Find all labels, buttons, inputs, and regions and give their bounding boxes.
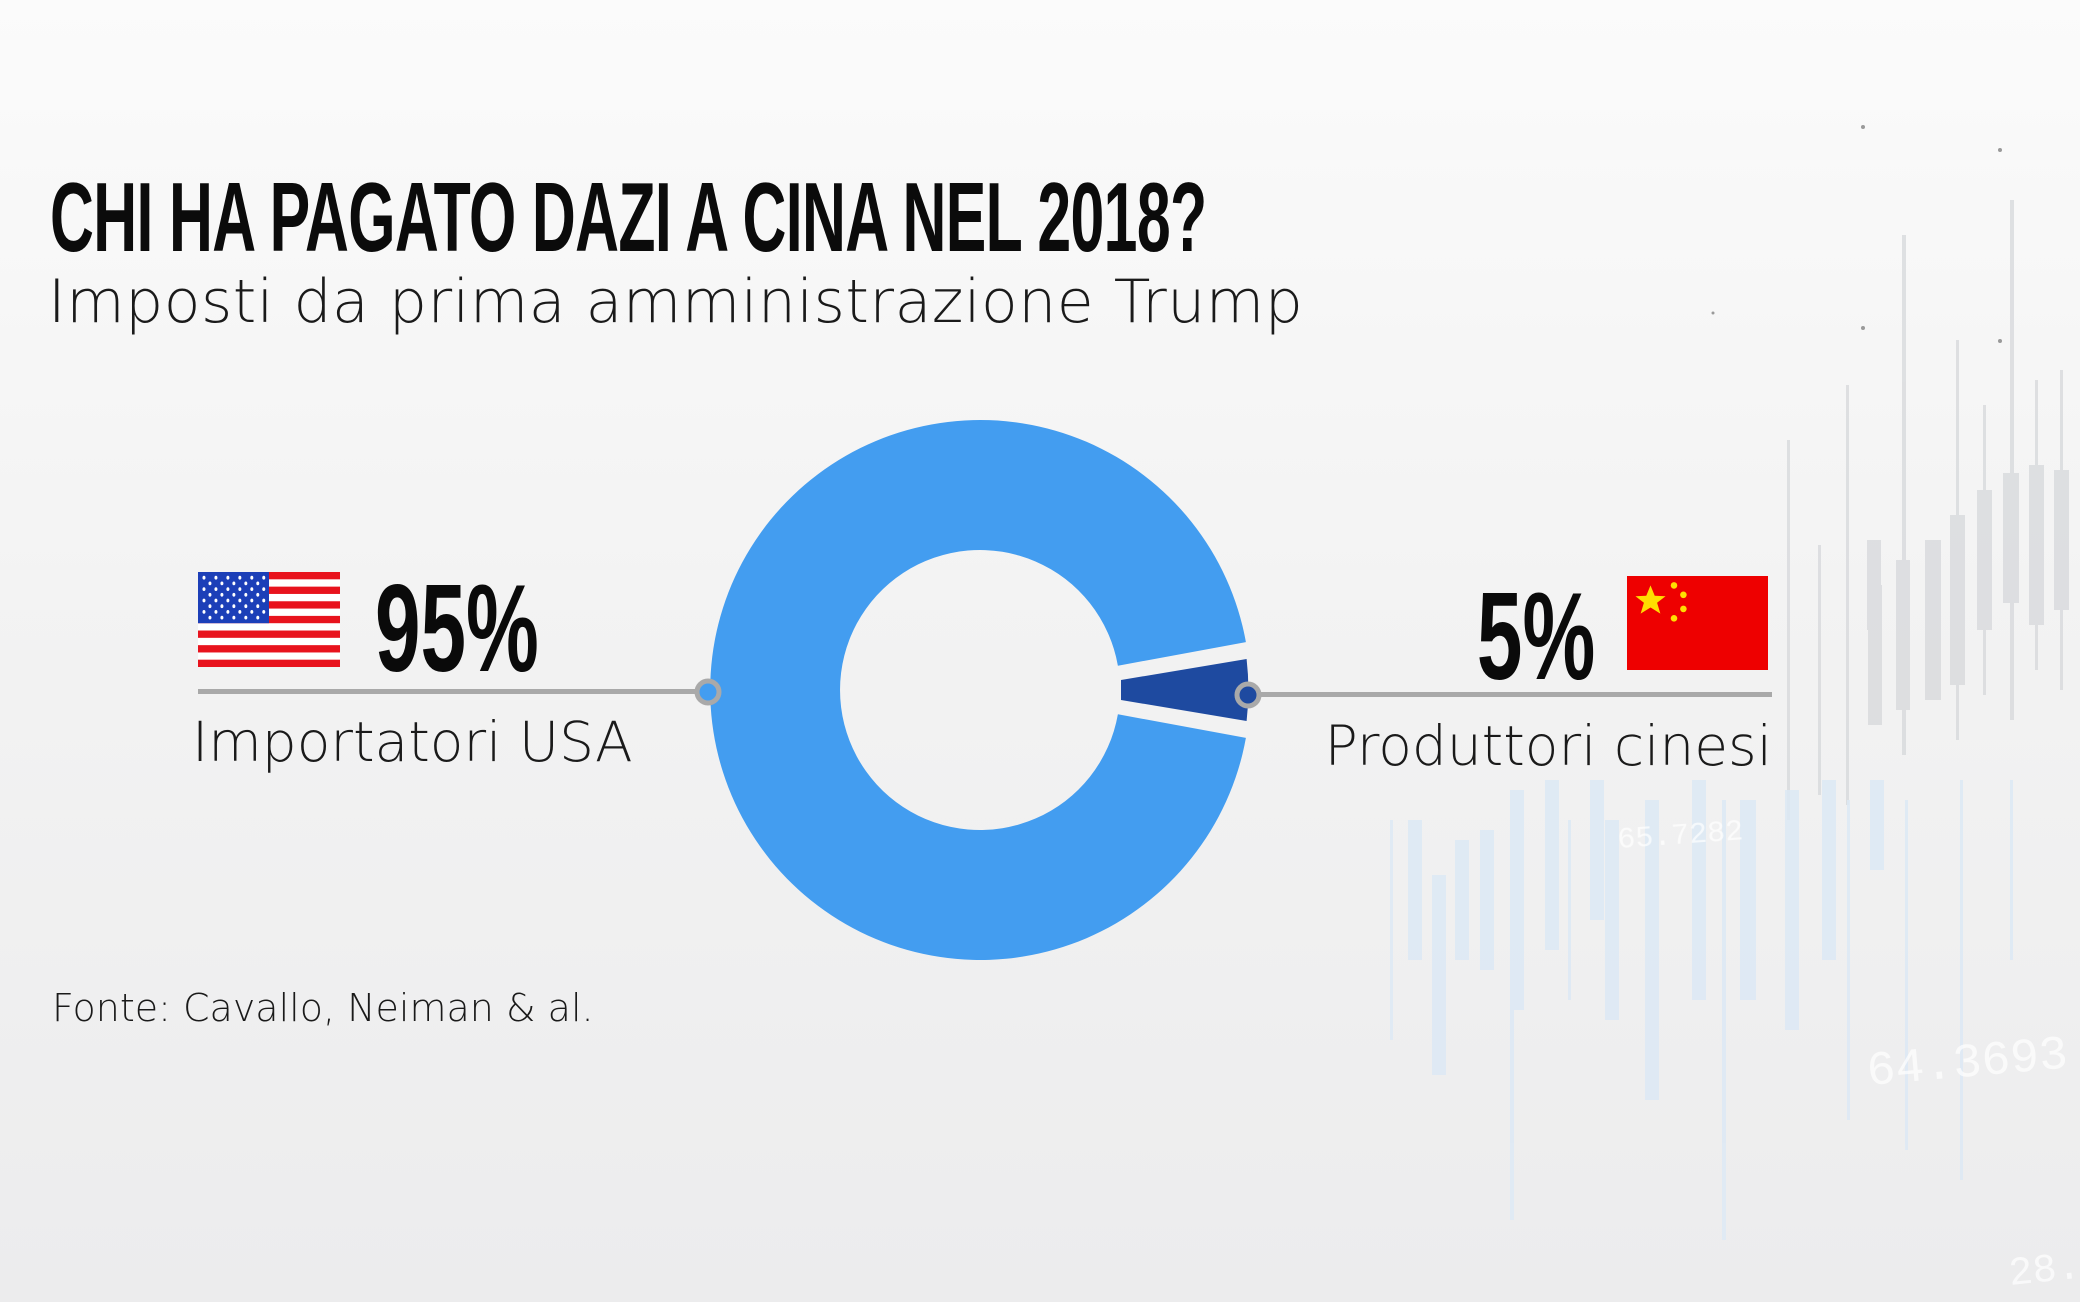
- category-label-china: Produttori cinesi: [1324, 714, 1772, 778]
- leader-line-usa: [198, 689, 703, 694]
- china-flag-icon: [1627, 576, 1768, 670]
- value-label-usa: 95%: [375, 560, 539, 698]
- source-note: Fonte: Cavallo, Neiman & al.: [52, 986, 594, 1030]
- chart-subtitle: Imposti da prima amministrazione Trump: [48, 267, 1304, 337]
- leader-line-china: [1252, 692, 1772, 697]
- svg-text:64.3693: 64.3693: [1865, 1029, 2071, 1100]
- us-flag-icon: [198, 572, 340, 667]
- chart-title: CHI HA PAGATO DAZI A CINA NEL 2018?: [50, 162, 1207, 272]
- svg-text:28.3: 28.3: [2007, 1243, 2080, 1298]
- category-label-usa: Importatori USA: [192, 710, 633, 774]
- value-label-china: 5%: [1476, 568, 1595, 706]
